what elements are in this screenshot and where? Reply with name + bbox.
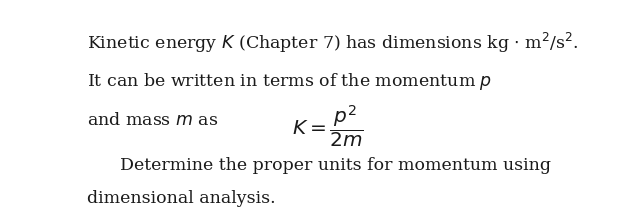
Text: dimensional analysis.: dimensional analysis. <box>88 190 276 207</box>
Text: $K = \dfrac{p^2}{2m}$: $K = \dfrac{p^2}{2m}$ <box>292 104 364 150</box>
Text: Kinetic energy $K$ (Chapter 7) has dimensions kg $\cdot$ m$^2$/s$^2$.: Kinetic energy $K$ (Chapter 7) has dimen… <box>88 30 579 55</box>
Text: and mass $m$ as: and mass $m$ as <box>88 112 219 130</box>
Text: Determine the proper units for momentum using: Determine the proper units for momentum … <box>120 157 550 174</box>
Text: It can be written in terms of the momentum $p$: It can be written in terms of the moment… <box>88 72 493 92</box>
